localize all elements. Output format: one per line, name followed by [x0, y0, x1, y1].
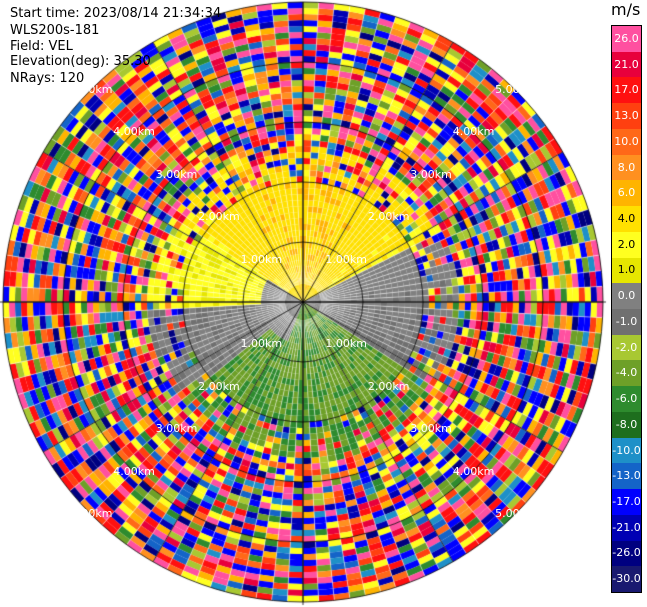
nrays-text: NRays: 120 [10, 71, 85, 86]
colorbar-segment [612, 411, 641, 439]
colorbar-segment [612, 128, 641, 156]
colorbar: 26.0 21.0 17.0 13.0 10.0 8.0 6.0 4.0 2.0 1.0 0.0 -1… [611, 25, 642, 593]
colorbar-label: 4.0 [617, 211, 636, 225]
colorbar-label: -21.0 [612, 520, 641, 534]
colorbar-label: 6.0 [617, 186, 636, 200]
range-label: 4.00km [113, 125, 155, 139]
colorbar-segment [612, 489, 641, 516]
colorbar-label: -1.0 [615, 314, 638, 328]
range-label: 5.00km [495, 82, 537, 96]
colorbar-segment [612, 437, 641, 464]
colorbar-segment [612, 206, 641, 233]
colorbar-segment [612, 257, 641, 284]
range-label: 2.00km [198, 210, 240, 224]
colorbar-label: 10.0 [614, 134, 639, 148]
colorbar-label: 8.0 [617, 160, 636, 174]
elevation-text: Elevation(deg): 35.30 [10, 54, 151, 69]
colorbar-label: 21.0 [614, 57, 639, 71]
colorbar-segment [612, 334, 641, 361]
colorbar-label: 26.0 [614, 31, 639, 45]
range-label: 5.00km [495, 507, 537, 521]
range-label: 3.00km [410, 167, 452, 181]
colorbar-segment [612, 51, 641, 78]
colorbar-segment [612, 180, 641, 207]
range-label: 2.00km [198, 379, 240, 393]
range-label: 3.00km [410, 422, 452, 436]
colorbar-segment [612, 463, 641, 490]
range-label: 1.00km [240, 252, 283, 266]
colorbar-segment [612, 360, 641, 387]
colorbar-label: -2.0 [615, 340, 638, 354]
colorbar-segment [612, 231, 641, 259]
range-label: 1.00km [325, 337, 367, 351]
colorbar-label: -30.0 [612, 572, 641, 586]
range-label: 2.00km [367, 379, 410, 393]
colorbar-label: -8.0 [615, 417, 638, 431]
range-label: 3.00km [155, 167, 198, 181]
colorbar-label: 17.0 [614, 83, 639, 97]
colorbar-label: -26.0 [612, 546, 641, 560]
colorbar-segment [612, 514, 641, 542]
range-label: 4.00km [452, 125, 495, 139]
colorbar-segment [612, 154, 641, 181]
instrument-text: WLS200s-181 [10, 23, 100, 38]
colorbar-unit: m/s [611, 0, 641, 19]
range-label: 4.00km [452, 464, 495, 478]
colorbar-label: 0.0 [617, 289, 636, 303]
colorbar-segment [612, 386, 641, 413]
range-label: 3.00km [155, 422, 198, 436]
colorbar-segment [612, 540, 641, 567]
colorbar-segment [612, 103, 641, 130]
start-time-text: Start time: 2023/08/14 21:34:34 [10, 6, 222, 21]
range-label: 2.00km [367, 210, 410, 224]
range-label: 1.00km [240, 337, 283, 351]
colorbar-label: -6.0 [615, 392, 638, 406]
range-label: 5.00km [70, 82, 113, 96]
range-label: 4.00km [113, 464, 155, 478]
colorbar-label: -13.0 [612, 469, 641, 483]
range-label: 5.00km [70, 507, 113, 521]
colorbar-label: -17.0 [612, 494, 641, 508]
field-text: Field: VEL [10, 39, 73, 54]
colorbar-segment [612, 309, 641, 336]
colorbar-segment [612, 77, 641, 104]
colorbar-segment [612, 283, 641, 310]
colorbar-label: 13.0 [614, 109, 639, 123]
colorbar-label: -10.0 [612, 443, 641, 457]
range-label: 1.00km [325, 252, 367, 266]
colorbar-label: 2.0 [617, 237, 636, 251]
colorbar-label: 1.0 [617, 263, 636, 277]
colorbar-segment [612, 566, 641, 593]
colorbar-label: -4.0 [615, 366, 638, 380]
colorbar-segment [612, 26, 641, 53]
